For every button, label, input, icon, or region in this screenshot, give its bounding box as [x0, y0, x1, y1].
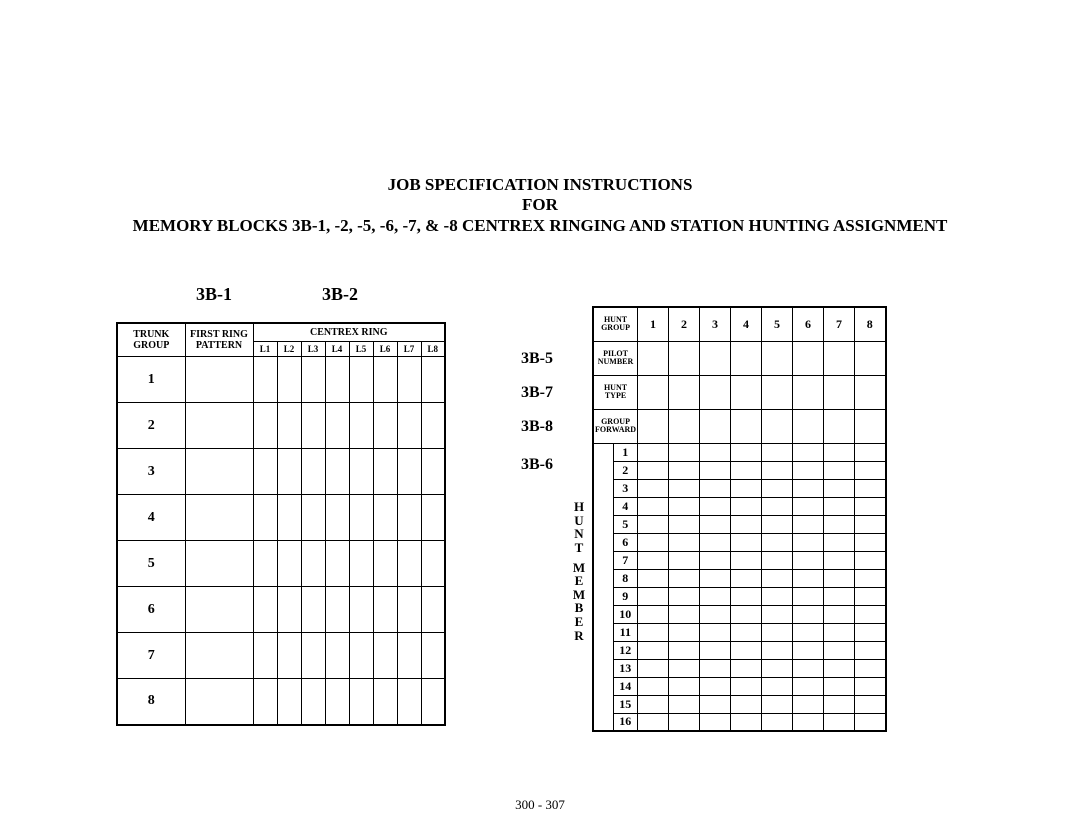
col-3: 3	[700, 307, 731, 341]
col-l7: L7	[397, 342, 421, 357]
col-hunt-type: HUNT TYPE	[593, 375, 638, 409]
member-num: 3	[613, 479, 638, 497]
col-2: 2	[669, 307, 700, 341]
member-num: 1	[613, 443, 638, 461]
table-row: 6	[593, 533, 886, 551]
member-num: 9	[613, 587, 638, 605]
col-l6: L6	[373, 342, 397, 357]
table-row: 8	[593, 569, 886, 587]
col-hunt-group: HUNT GROUP	[593, 307, 638, 341]
table-row: 7	[593, 551, 886, 569]
row-num: 7	[117, 633, 185, 679]
col-l4: L4	[325, 342, 349, 357]
title-line-1: JOB SPECIFICATION INSTRUCTIONS	[0, 175, 1080, 195]
row-num: 8	[117, 679, 185, 725]
row-num: 1	[117, 357, 185, 403]
left-table: TRUNK GROUP FIRST RING PATTERN CENTREX R…	[116, 322, 446, 726]
title-block: JOB SPECIFICATION INSTRUCTIONS FOR MEMOR…	[0, 175, 1080, 236]
table-row: 12	[593, 641, 886, 659]
header-3b1: 3B-1	[196, 284, 232, 305]
table-row: 4	[593, 497, 886, 515]
member-num: 7	[613, 551, 638, 569]
row-num: 3	[117, 449, 185, 495]
col-trunk-group: TRUNK GROUP	[117, 323, 185, 357]
member-num: 13	[613, 659, 638, 677]
table-row: 5	[117, 541, 445, 587]
member-num: 5	[613, 515, 638, 533]
col-l8: L8	[421, 342, 445, 357]
label-3b7: 3B-7	[521, 384, 553, 402]
table-row: 9	[593, 587, 886, 605]
table-row: 13	[593, 659, 886, 677]
col-l3: L3	[301, 342, 325, 357]
col-1: 1	[638, 307, 669, 341]
col-6: 6	[793, 307, 824, 341]
table-row: 2	[593, 461, 886, 479]
table-row: 16	[593, 713, 886, 731]
table-row: 11	[593, 623, 886, 641]
member-num: 8	[613, 569, 638, 587]
member-num: 15	[613, 695, 638, 713]
member-num: 16	[613, 713, 638, 731]
member-num: 14	[613, 677, 638, 695]
member-num: 4	[613, 497, 638, 515]
member-num: 12	[613, 641, 638, 659]
member-num: 6	[613, 533, 638, 551]
table-row: 1	[593, 443, 886, 461]
col-8: 8	[855, 307, 886, 341]
col-7: 7	[824, 307, 855, 341]
title-line-2: FOR	[0, 195, 1080, 215]
col-l1: L1	[253, 342, 277, 357]
table-row: 8	[117, 679, 445, 725]
table-row: 2	[117, 403, 445, 449]
table-row: 5	[593, 515, 886, 533]
table-row: 15	[593, 695, 886, 713]
page-footer: 300 - 307	[0, 797, 1080, 813]
table-row: 14	[593, 677, 886, 695]
label-hunt-member-vertical: HUNT MEMBER	[572, 500, 586, 642]
table-row: 6	[117, 587, 445, 633]
row-num: 6	[117, 587, 185, 633]
row-num: 2	[117, 403, 185, 449]
row-num: 4	[117, 495, 185, 541]
header-3b2: 3B-2	[322, 284, 358, 305]
col-pilot-number: PILOT NUMBER	[593, 341, 638, 375]
label-3b5: 3B-5	[521, 350, 553, 368]
col-first-ring-pattern: FIRST RING PATTERN	[185, 323, 253, 357]
col-l2: L2	[277, 342, 301, 357]
table-row: 7	[117, 633, 445, 679]
table-row: 3	[593, 479, 886, 497]
table-row: 4	[117, 495, 445, 541]
member-num: 2	[613, 461, 638, 479]
table-row: 10	[593, 605, 886, 623]
col-4: 4	[731, 307, 762, 341]
col-group-forward: GROUP FORWARD	[593, 409, 638, 443]
col-5: 5	[762, 307, 793, 341]
row-num: 5	[117, 541, 185, 587]
label-3b6: 3B-6	[521, 456, 553, 474]
label-3b8: 3B-8	[521, 418, 553, 436]
col-centrex-ring: CENTREX RING	[253, 323, 445, 342]
member-num: 10	[613, 605, 638, 623]
right-table: HUNT GROUP 1 2 3 4 5 6 7 8 PILOT NUMBER …	[592, 306, 887, 732]
title-line-3: MEMORY BLOCKS 3B-1, -2, -5, -6, -7, & -8…	[0, 216, 1080, 236]
table-row: 1	[117, 357, 445, 403]
table-row: 3	[117, 449, 445, 495]
member-num: 11	[613, 623, 638, 641]
col-l5: L5	[349, 342, 373, 357]
